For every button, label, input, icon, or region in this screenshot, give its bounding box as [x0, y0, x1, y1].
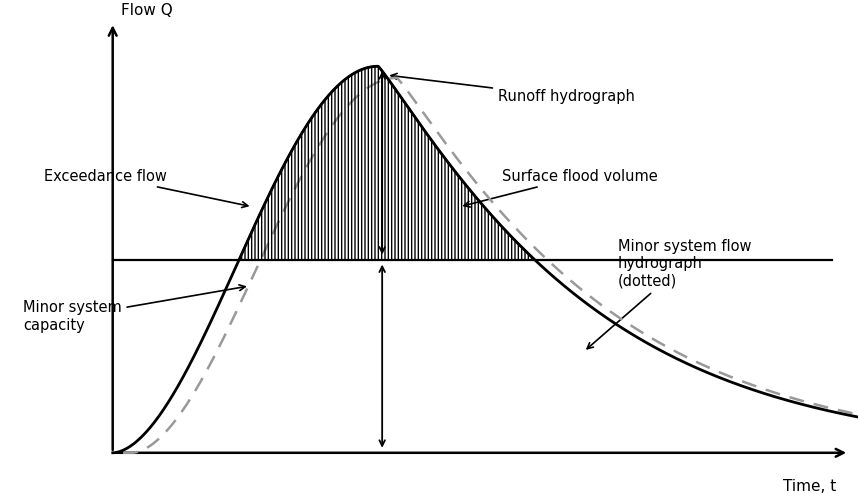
Text: Minor system
capacity: Minor system capacity — [23, 285, 245, 333]
Text: Exceedance flow: Exceedance flow — [44, 168, 248, 207]
Text: Runoff hydrograph: Runoff hydrograph — [391, 74, 635, 105]
Text: Minor system flow
hydrograph
(dotted): Minor system flow hydrograph (dotted) — [587, 239, 752, 349]
Text: Time, t: Time, t — [783, 479, 836, 494]
Text: Surface flood volume: Surface flood volume — [464, 168, 658, 207]
Text: Flow Q: Flow Q — [121, 3, 173, 18]
